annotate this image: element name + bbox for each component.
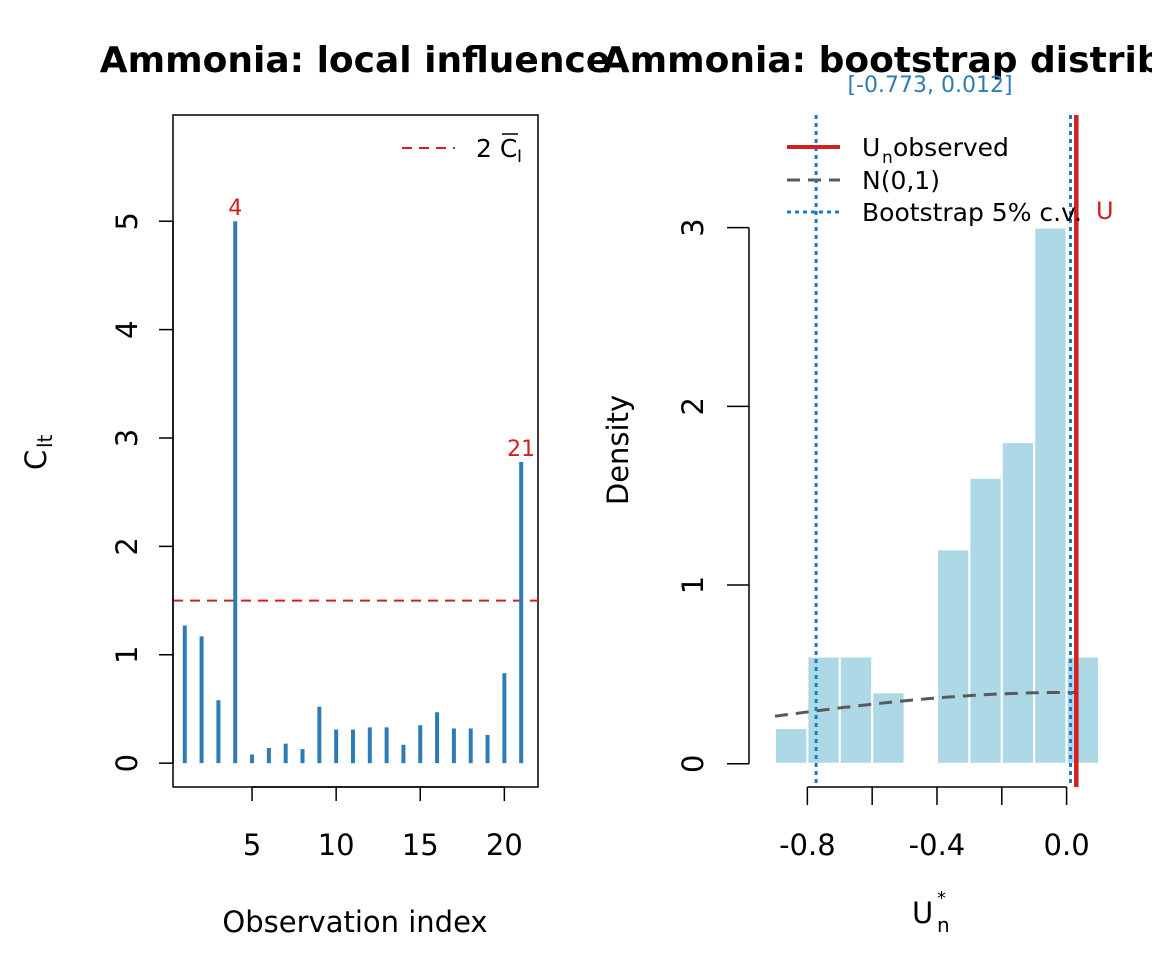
normal-density-curve xyxy=(774,690,1077,718)
left-y-tick-label: 3 xyxy=(110,429,144,447)
right-y-tick-label: 0 xyxy=(676,755,710,773)
right-x-tick-label: -0.8 xyxy=(779,828,836,862)
left-x-tick-label: 15 xyxy=(402,828,439,862)
left-x-tick-label: 10 xyxy=(318,828,355,862)
legend-threshold-label: 2 C xyxy=(476,134,517,163)
histogram-bar xyxy=(871,691,906,765)
left-y-tick-label: 5 xyxy=(110,212,144,230)
right-y-tick-label: 1 xyxy=(676,576,710,594)
left-y-tick-label: 0 xyxy=(110,754,144,772)
left-y-tick-label: 1 xyxy=(110,646,144,664)
right-x-axis-label: U n * xyxy=(912,888,950,937)
left-chart-title: Ammonia: local influence xyxy=(100,40,610,81)
right-x-axis-label-sup: * xyxy=(937,888,946,909)
right-x-tick-label: 0.0 xyxy=(1044,828,1090,862)
right-y-tick-label: 3 xyxy=(676,218,710,236)
left-x-tick-label: 20 xyxy=(486,828,523,862)
histogram-bar xyxy=(773,727,809,765)
histogram-bar xyxy=(935,548,971,765)
influential-point-label: 4 xyxy=(228,196,242,221)
bootstrap-interval-subtitle: [-0.773, 0.012] xyxy=(847,73,1012,98)
histogram-bar xyxy=(1033,226,1068,765)
local-influence-panel: Ammonia: local influence 4 21 5 10 15 20 0 1 2… xyxy=(19,40,610,939)
histogram-bar xyxy=(968,476,1003,765)
left-y-axis-label-sub: lt xyxy=(33,434,57,448)
right-y-axis-label: Density xyxy=(601,395,635,505)
histogram-bar xyxy=(1065,655,1101,765)
left-y-tick-label: 2 xyxy=(110,537,144,555)
legend-bootstrap-label: Bootstrap 5% c.v. xyxy=(862,198,1082,227)
left-y-tick-label: 4 xyxy=(110,320,144,338)
right-y-tick-label: 2 xyxy=(676,397,710,415)
observed-line-label: U xyxy=(1096,197,1114,225)
left-y-axis-label: C xyxy=(19,450,53,470)
left-legend: 2 C I xyxy=(402,133,522,167)
right-x-axis-label-sub: n xyxy=(937,913,950,937)
legend-normal-label: N(0,1) xyxy=(862,166,940,195)
left-x-tick-label: 5 xyxy=(243,828,261,862)
legend-observed-main: U xyxy=(862,133,880,162)
legend-threshold-sub: I xyxy=(517,147,522,167)
legend-observed-sub: n xyxy=(882,148,893,168)
right-x-tick-label: -0.4 xyxy=(909,828,966,862)
legend-observed-rest: observed xyxy=(893,133,1009,162)
histogram-bar xyxy=(1000,441,1036,765)
histogram-bar xyxy=(838,655,874,765)
right-x-axis-label-main: U xyxy=(912,896,933,930)
left-x-axis-label: Observation index xyxy=(222,905,487,939)
right-chart-title: Ammonia: bootstrap distribution xyxy=(602,40,1152,81)
bootstrap-panel: Ammonia: bootstrap distribution [-0.773,… xyxy=(601,40,1152,937)
right-legend: U n observed N(0,1) Bootstrap 5% c.v. xyxy=(787,133,1082,227)
influential-point-label: 21 xyxy=(507,437,535,462)
